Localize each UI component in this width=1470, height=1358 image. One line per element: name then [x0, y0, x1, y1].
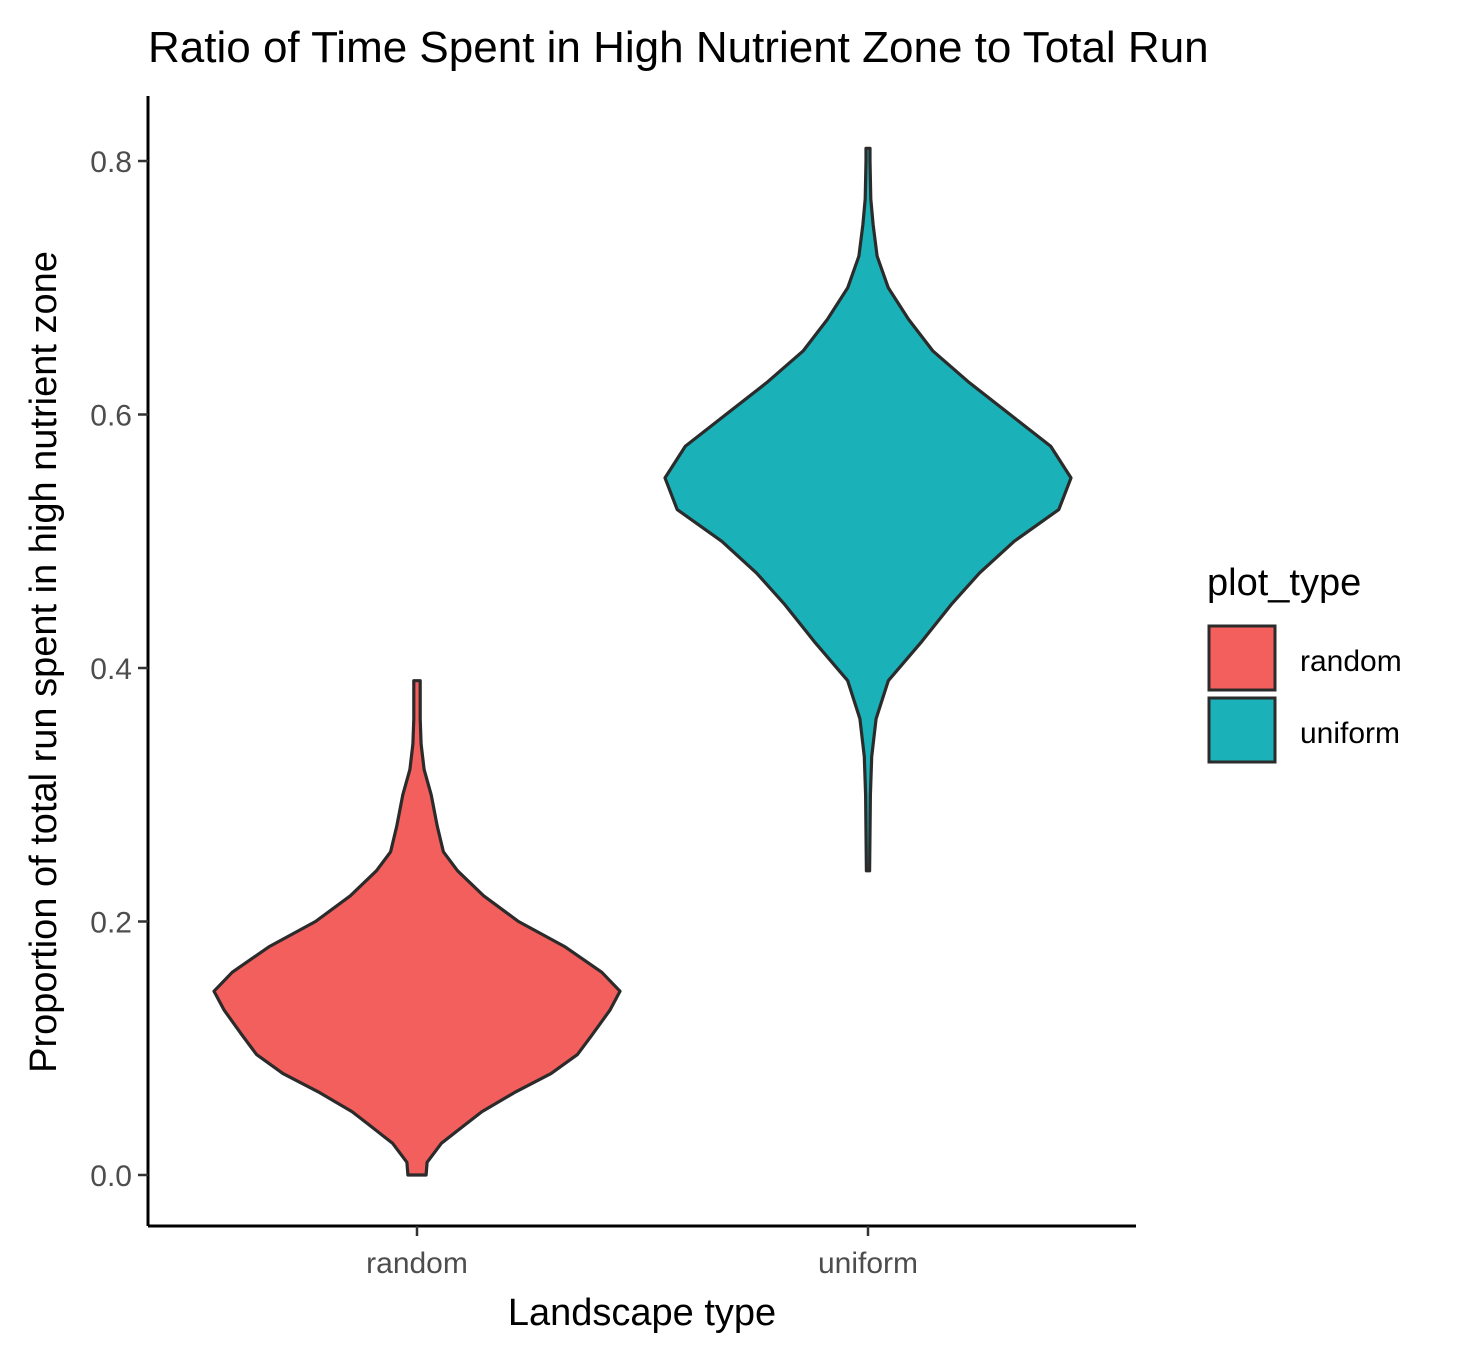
- axes: 0.0 0.2 0.4 0.6 0.8 random uniform: [90, 96, 1136, 1280]
- legend-swatch-uniform: [1207, 696, 1277, 764]
- x-tick-label: uniform: [818, 1247, 918, 1280]
- legend-label-random: random: [1300, 645, 1402, 678]
- legend-swatch-random: [1207, 624, 1277, 692]
- x-axis-label: Landscape type: [508, 1292, 776, 1334]
- y-tick-label: 0.6: [90, 400, 132, 433]
- x-tick-label: random: [366, 1247, 468, 1280]
- y-tick-label: 0.2: [90, 907, 132, 940]
- legend-label-uniform: uniform: [1300, 717, 1400, 750]
- violin-random: [212, 679, 622, 1177]
- y-tick-label: 0.8: [90, 146, 132, 179]
- violin-layer: [212, 146, 1073, 1177]
- y-tick-label: 0.4: [90, 653, 132, 686]
- violin-uniform: [663, 146, 1073, 873]
- y-tick-label: 0.0: [90, 1160, 132, 1193]
- legend-title: plot_type: [1207, 562, 1361, 604]
- chart-title: Ratio of Time Spent in High Nutrient Zon…: [148, 23, 1209, 72]
- y-axis-label: Proportion of total run spent in high nu…: [23, 251, 65, 1073]
